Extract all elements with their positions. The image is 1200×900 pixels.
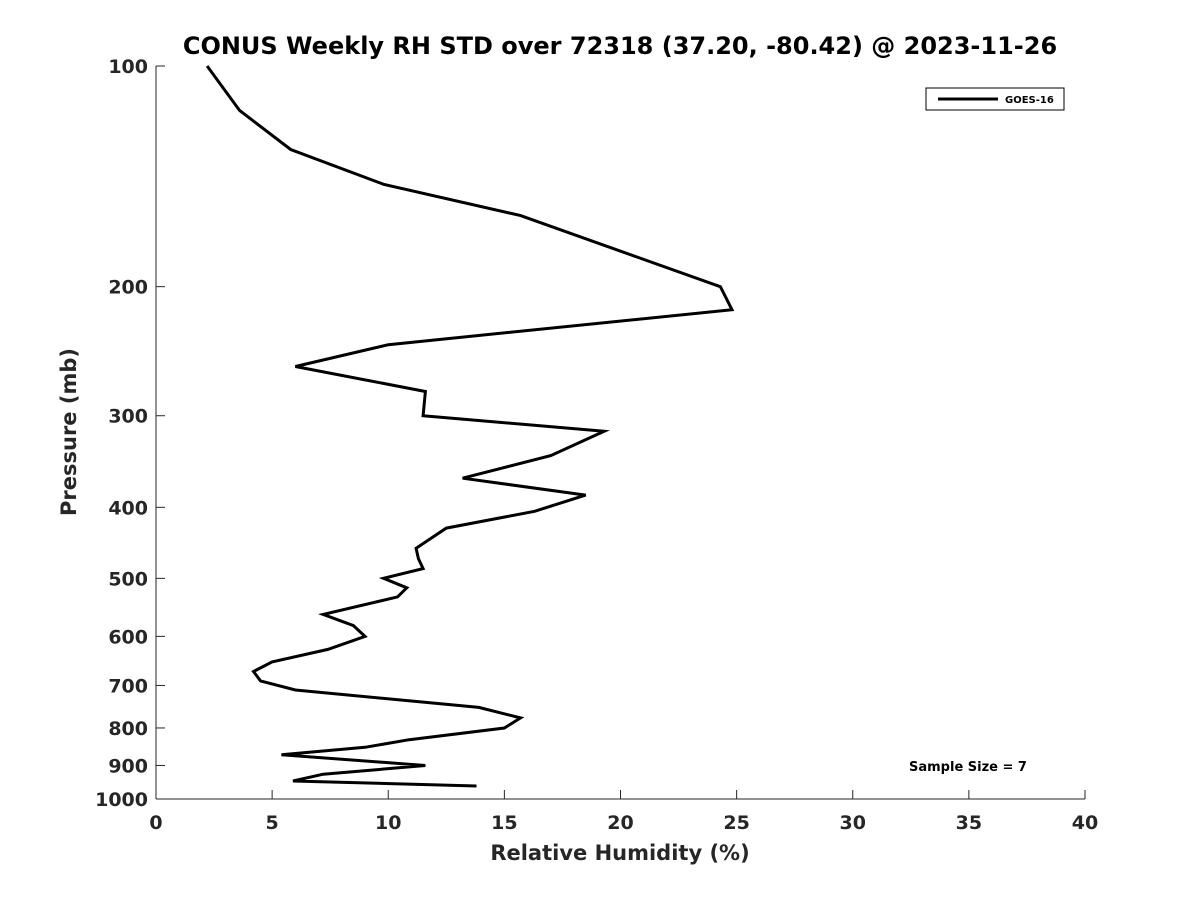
x-tick-label: 25 bbox=[723, 812, 749, 834]
y-axis-label: Pressure (mb) bbox=[57, 348, 81, 516]
series-line-goes-16 bbox=[205, 65, 735, 788]
y-tick-label: 700 bbox=[108, 675, 148, 697]
legend-label: GOES-16 bbox=[1005, 95, 1054, 106]
y-tick-label: 200 bbox=[108, 277, 148, 299]
legend: GOES-16 bbox=[925, 87, 1065, 111]
x-tick-label: 30 bbox=[840, 812, 866, 834]
y-tick-label: 1000 bbox=[95, 789, 148, 811]
x-tick-label: 20 bbox=[607, 812, 633, 834]
y-tick-label: 400 bbox=[108, 497, 148, 519]
x-tick-label: 15 bbox=[491, 812, 517, 834]
y-axis: 100 200 300 400 500 600 700 800 900 1000 bbox=[95, 56, 165, 811]
x-tick-label: 35 bbox=[956, 812, 982, 834]
y-tick-label: 300 bbox=[108, 406, 148, 428]
x-tick-label: 40 bbox=[1072, 812, 1098, 834]
y-tick-label: 100 bbox=[108, 56, 148, 78]
chart-title: CONUS Weekly RH STD over 72318 (37.20, -… bbox=[183, 32, 1057, 60]
y-tick-label: 600 bbox=[108, 626, 148, 648]
series-layer bbox=[205, 65, 735, 788]
y-tick-label: 500 bbox=[108, 568, 148, 590]
y-tick-label: 800 bbox=[108, 718, 148, 740]
x-tick-label: 0 bbox=[149, 812, 162, 834]
y-tick-label: 900 bbox=[108, 755, 148, 777]
x-tick-label: 10 bbox=[375, 812, 401, 834]
sample-size-annotation: Sample Size = 7 bbox=[909, 760, 1027, 775]
x-axis: 0 5 10 15 20 25 30 35 40 bbox=[149, 790, 1098, 834]
x-tick-label: 5 bbox=[266, 812, 279, 834]
x-axis-label: Relative Humidity (%) bbox=[490, 841, 749, 865]
